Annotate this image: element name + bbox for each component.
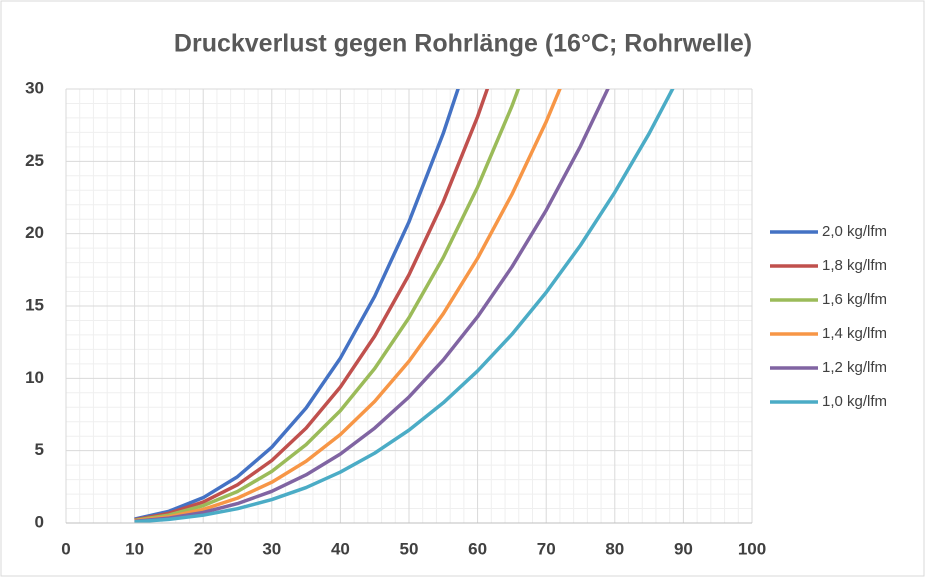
x-tick-label: 40 (331, 539, 350, 558)
series-line (134, 89, 675, 523)
y-tick-label: 15 (25, 295, 44, 314)
series-line (134, 89, 610, 523)
x-tick-label: 80 (605, 539, 624, 558)
x-tick-label: 30 (262, 539, 281, 558)
x-tick-label: 0 (61, 539, 70, 558)
y-tick-label: 5 (35, 440, 44, 459)
legend-label: 2,0 kg/lfm (822, 223, 887, 240)
grid (65, 88, 753, 524)
series-line (134, 89, 521, 523)
legend-label: 1,4 kg/lfm (822, 325, 887, 342)
y-tick-label: 30 (25, 78, 44, 97)
legend-label: 1,0 kg/lfm (822, 393, 887, 410)
legend-label: 1,2 kg/lfm (822, 359, 887, 376)
plot-lines (134, 89, 675, 523)
y-tick-label: 0 (35, 512, 44, 531)
y-tick-label: 10 (25, 368, 44, 387)
series-line (134, 89, 562, 523)
x-tick-label: 50 (400, 539, 419, 558)
y-tick-label: 25 (25, 151, 44, 170)
x-tick-label: 70 (537, 539, 556, 558)
x-tick-label: 20 (194, 539, 213, 558)
series-line (134, 89, 460, 521)
legend-label: 1,6 kg/lfm (822, 291, 887, 308)
y-tick-label: 20 (25, 223, 44, 242)
chart-title: Druckverlust gegen Rohrlänge (16°C; Rohr… (174, 30, 752, 58)
series-line (134, 89, 490, 522)
x-tick-label: 60 (468, 539, 487, 558)
x-tick-label: 90 (674, 539, 693, 558)
x-tick-label: 100 (738, 539, 766, 558)
legend-label: 1,8 kg/lfm (822, 257, 887, 274)
x-tick-label: 10 (125, 539, 144, 558)
